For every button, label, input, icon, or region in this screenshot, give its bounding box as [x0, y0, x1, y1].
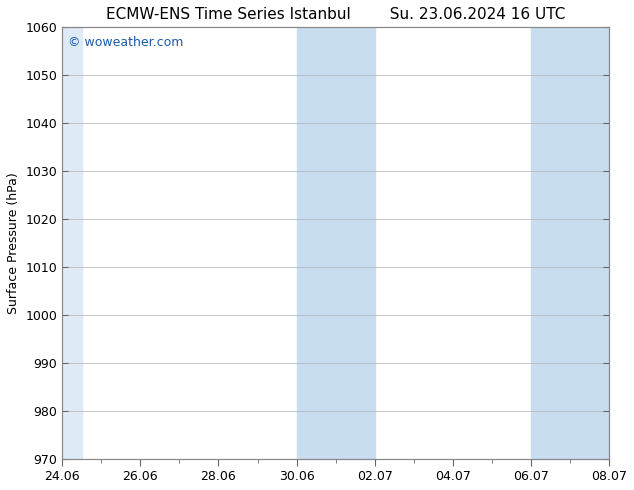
Bar [375, 27, 531, 459]
Bar [62, 27, 82, 459]
Bar [82, 27, 297, 459]
Y-axis label: Surface Pressure (hPa): Surface Pressure (hPa) [7, 172, 20, 314]
Bar [297, 27, 375, 459]
Text: © woweather.com: © woweather.com [68, 36, 183, 49]
Title: ECMW-ENS Time Series Istanbul        Su. 23.06.2024 16 UTC: ECMW-ENS Time Series Istanbul Su. 23.06.… [106, 7, 566, 22]
Bar [531, 27, 609, 459]
